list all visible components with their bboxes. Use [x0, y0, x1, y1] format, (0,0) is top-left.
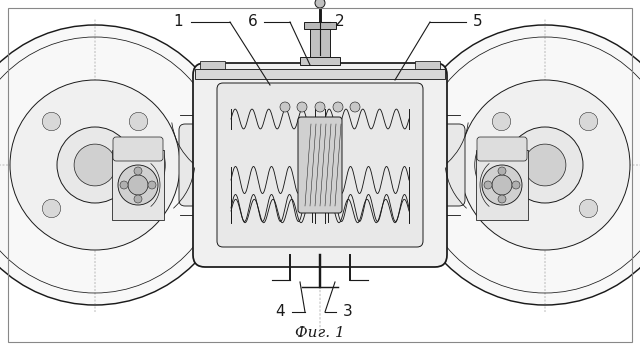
FancyBboxPatch shape — [179, 124, 209, 206]
Circle shape — [579, 112, 598, 131]
Bar — [195, 69, 445, 79]
Circle shape — [315, 0, 325, 8]
FancyBboxPatch shape — [435, 124, 465, 206]
FancyBboxPatch shape — [113, 137, 163, 161]
Circle shape — [492, 175, 512, 195]
Circle shape — [0, 25, 235, 305]
Circle shape — [492, 112, 511, 131]
Text: 4: 4 — [275, 304, 285, 320]
Circle shape — [512, 181, 520, 189]
Circle shape — [74, 144, 116, 186]
Circle shape — [120, 181, 128, 189]
Circle shape — [579, 199, 598, 218]
FancyBboxPatch shape — [298, 117, 342, 213]
Bar — [310, 29, 330, 57]
FancyBboxPatch shape — [477, 137, 527, 161]
Circle shape — [350, 102, 360, 112]
FancyBboxPatch shape — [193, 63, 447, 267]
Circle shape — [333, 102, 343, 112]
Bar — [300, 57, 340, 65]
Circle shape — [460, 80, 630, 250]
Circle shape — [42, 112, 61, 131]
Circle shape — [42, 199, 61, 218]
FancyBboxPatch shape — [217, 83, 423, 247]
Circle shape — [492, 199, 511, 218]
Circle shape — [128, 175, 148, 195]
Circle shape — [405, 25, 640, 305]
Text: 1: 1 — [173, 14, 183, 29]
Circle shape — [524, 144, 566, 186]
Circle shape — [57, 127, 133, 203]
Circle shape — [148, 181, 156, 189]
Text: 3: 3 — [343, 304, 353, 320]
Circle shape — [498, 195, 506, 203]
Circle shape — [129, 112, 148, 131]
Bar — [112, 150, 164, 220]
Bar — [415, 61, 440, 69]
Text: 2: 2 — [335, 14, 345, 29]
Circle shape — [118, 165, 158, 205]
Text: 6: 6 — [248, 14, 258, 29]
Circle shape — [482, 165, 522, 205]
Bar — [200, 61, 225, 69]
Circle shape — [315, 102, 325, 112]
Circle shape — [134, 195, 142, 203]
Circle shape — [129, 199, 148, 218]
Circle shape — [498, 167, 506, 175]
Circle shape — [134, 167, 142, 175]
Bar — [304, 22, 336, 29]
Bar — [476, 150, 528, 220]
Circle shape — [297, 102, 307, 112]
Circle shape — [10, 80, 180, 250]
Text: 5: 5 — [473, 14, 483, 29]
Circle shape — [280, 102, 290, 112]
Circle shape — [507, 127, 583, 203]
Circle shape — [484, 181, 492, 189]
Text: Фиг. 1: Фиг. 1 — [295, 326, 345, 340]
